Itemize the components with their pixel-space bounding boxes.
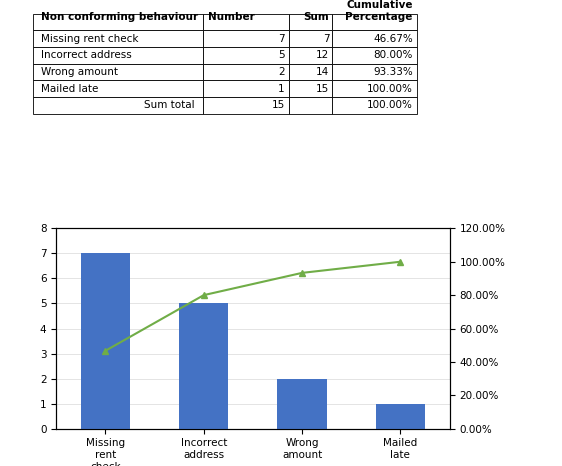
Bar <box>179 303 228 429</box>
Bar <box>278 378 327 429</box>
Bar <box>81 254 130 429</box>
Bar <box>376 404 425 429</box>
